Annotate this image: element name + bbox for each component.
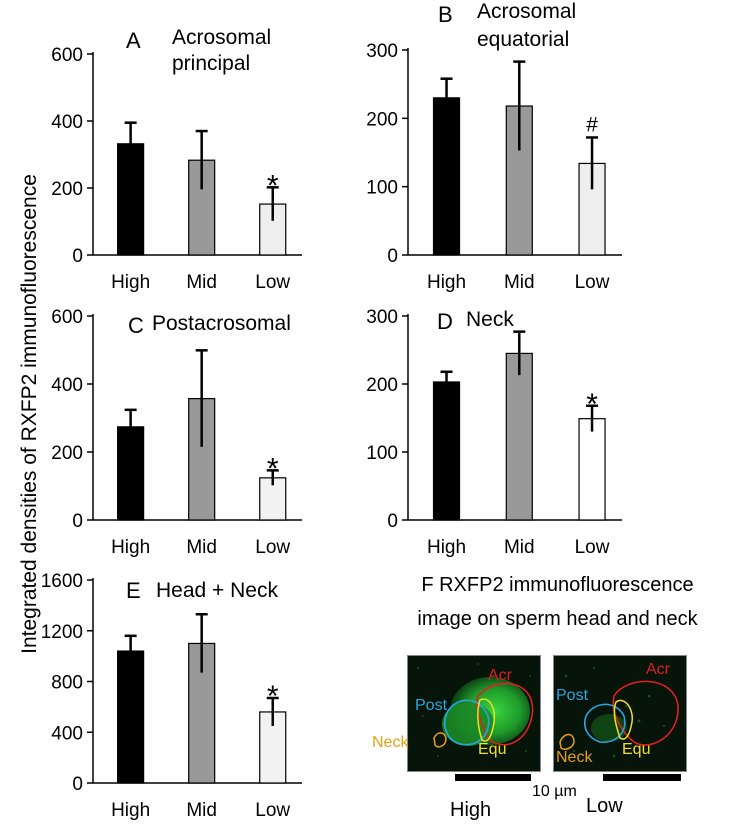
- bar-high: [432, 97, 461, 256]
- x-tick-label: Low: [255, 800, 290, 821]
- x-tick-label: High: [427, 272, 466, 293]
- panel-e: 0 400 800 1200 1600 High Mid Low * E Head + Neck: [41, 571, 302, 821]
- y-tick-label: 200: [51, 443, 83, 464]
- label-acr-high: Acr: [488, 667, 512, 684]
- panel-letter: A: [126, 28, 141, 53]
- bar-low: [578, 418, 606, 521]
- panel-b: 0 100 200 300 High Mid Low # B Acrosomal equatoria…: [366, 0, 622, 293]
- y-tick-label: 200: [366, 109, 398, 130]
- label-acr-low: Acr: [646, 661, 670, 678]
- scale-bar-low: [603, 774, 681, 781]
- bar-high: [432, 381, 461, 521]
- label-neck-low: Neck: [556, 749, 593, 766]
- x-tick-label: Low: [255, 537, 290, 558]
- y-tick-label: 300: [366, 307, 398, 328]
- y-tick-label: 800: [51, 673, 83, 694]
- significance-mark: *: [267, 169, 279, 202]
- x-tick-label: Low: [255, 272, 290, 293]
- x-tick-label: Low: [575, 537, 610, 558]
- micrograph-low-drawing: [554, 656, 686, 771]
- scale-bar-high: [455, 774, 531, 781]
- y-tick-label: 0: [72, 511, 83, 532]
- panel-letter: C: [128, 313, 144, 338]
- micrograph-high-drawing: [408, 656, 540, 771]
- y-tick-label: 0: [387, 511, 398, 532]
- panel-a: 0 200 400 600 High Mid Low * A Acrosomal principal: [51, 26, 302, 293]
- bar-low: [578, 162, 606, 256]
- panel-title-line: equatorial: [477, 28, 569, 51]
- panel-title-line: Acrosomal: [477, 0, 576, 23]
- y-tick-label: 400: [51, 375, 83, 396]
- x-tick-label: Low: [575, 272, 610, 293]
- significance-mark: *: [267, 680, 279, 713]
- y-tick-label: 1200: [41, 622, 83, 643]
- panel-f-title-line2: image on sperm head and neck: [417, 608, 698, 630]
- panel-letter: E: [126, 578, 141, 603]
- y-tick-label: 0: [387, 246, 398, 267]
- y-tick-label: 600: [51, 45, 83, 66]
- panel-c: 0 200 400 600 High Mid Low * C Postacrosomal: [51, 307, 302, 558]
- label-neck-high: Neck: [372, 734, 409, 751]
- y-tick-label: 0: [72, 246, 83, 267]
- panel-title-line: Neck: [466, 308, 514, 331]
- bar-high: [117, 650, 145, 784]
- caption-low: Low: [586, 795, 623, 817]
- significance-mark: *: [586, 388, 598, 421]
- panel-title-line: Acrosomal: [172, 26, 271, 49]
- x-tick-label: Mid: [186, 537, 217, 558]
- panel-d: 0 100 200 300 High Mid Low * D Neck: [366, 307, 622, 558]
- micrograph-high: Acr Post Equ: [407, 655, 541, 772]
- y-axis-title: Integrated densities of RXFP2 immunofluo…: [18, 174, 41, 654]
- y-tick-label: 100: [366, 443, 398, 464]
- panel-letter: D: [437, 309, 453, 334]
- y-tick-label: 200: [51, 179, 83, 200]
- y-tick-label: 1600: [41, 571, 83, 592]
- panel-title-line: Head + Neck: [156, 579, 278, 602]
- x-tick-label: Mid: [186, 800, 217, 821]
- panel-f-letter: F: [421, 574, 434, 596]
- panel-f-title-line1: RXFP2 immunofluorescence: [439, 574, 694, 596]
- x-tick-label: Mid: [186, 272, 217, 293]
- y-tick-label: 100: [366, 178, 398, 199]
- panel-title-line: principal: [172, 52, 250, 75]
- y-tick-label: 400: [51, 112, 83, 133]
- x-tick-label: Mid: [504, 272, 535, 293]
- y-tick-label: 300: [366, 41, 398, 62]
- label-equ-high: Equ: [478, 741, 507, 758]
- x-tick-label: Mid: [504, 537, 535, 558]
- panel-title-line: Postacrosomal: [152, 312, 291, 335]
- x-tick-label: High: [111, 272, 150, 293]
- micrograph-low: Acr Post Equ Neck: [553, 655, 687, 772]
- x-tick-label: High: [427, 537, 466, 558]
- caption-high: High: [450, 799, 492, 821]
- x-tick-label: High: [111, 800, 150, 821]
- y-tick-label: 600: [51, 307, 83, 328]
- y-tick-label: 0: [72, 774, 83, 795]
- label-post-high: Post: [415, 697, 448, 714]
- label-post-low: Post: [556, 687, 589, 704]
- x-tick-label: High: [111, 537, 150, 558]
- scale-bar-label: 10 µm: [532, 783, 577, 800]
- y-tick-label: 200: [366, 375, 398, 396]
- panel-letter: B: [438, 2, 453, 27]
- bar-mid: [505, 352, 533, 521]
- significance-mark: #: [586, 113, 598, 136]
- significance-mark: *: [267, 452, 279, 485]
- label-equ-low: Equ: [622, 741, 651, 758]
- y-tick-label: 400: [51, 723, 83, 744]
